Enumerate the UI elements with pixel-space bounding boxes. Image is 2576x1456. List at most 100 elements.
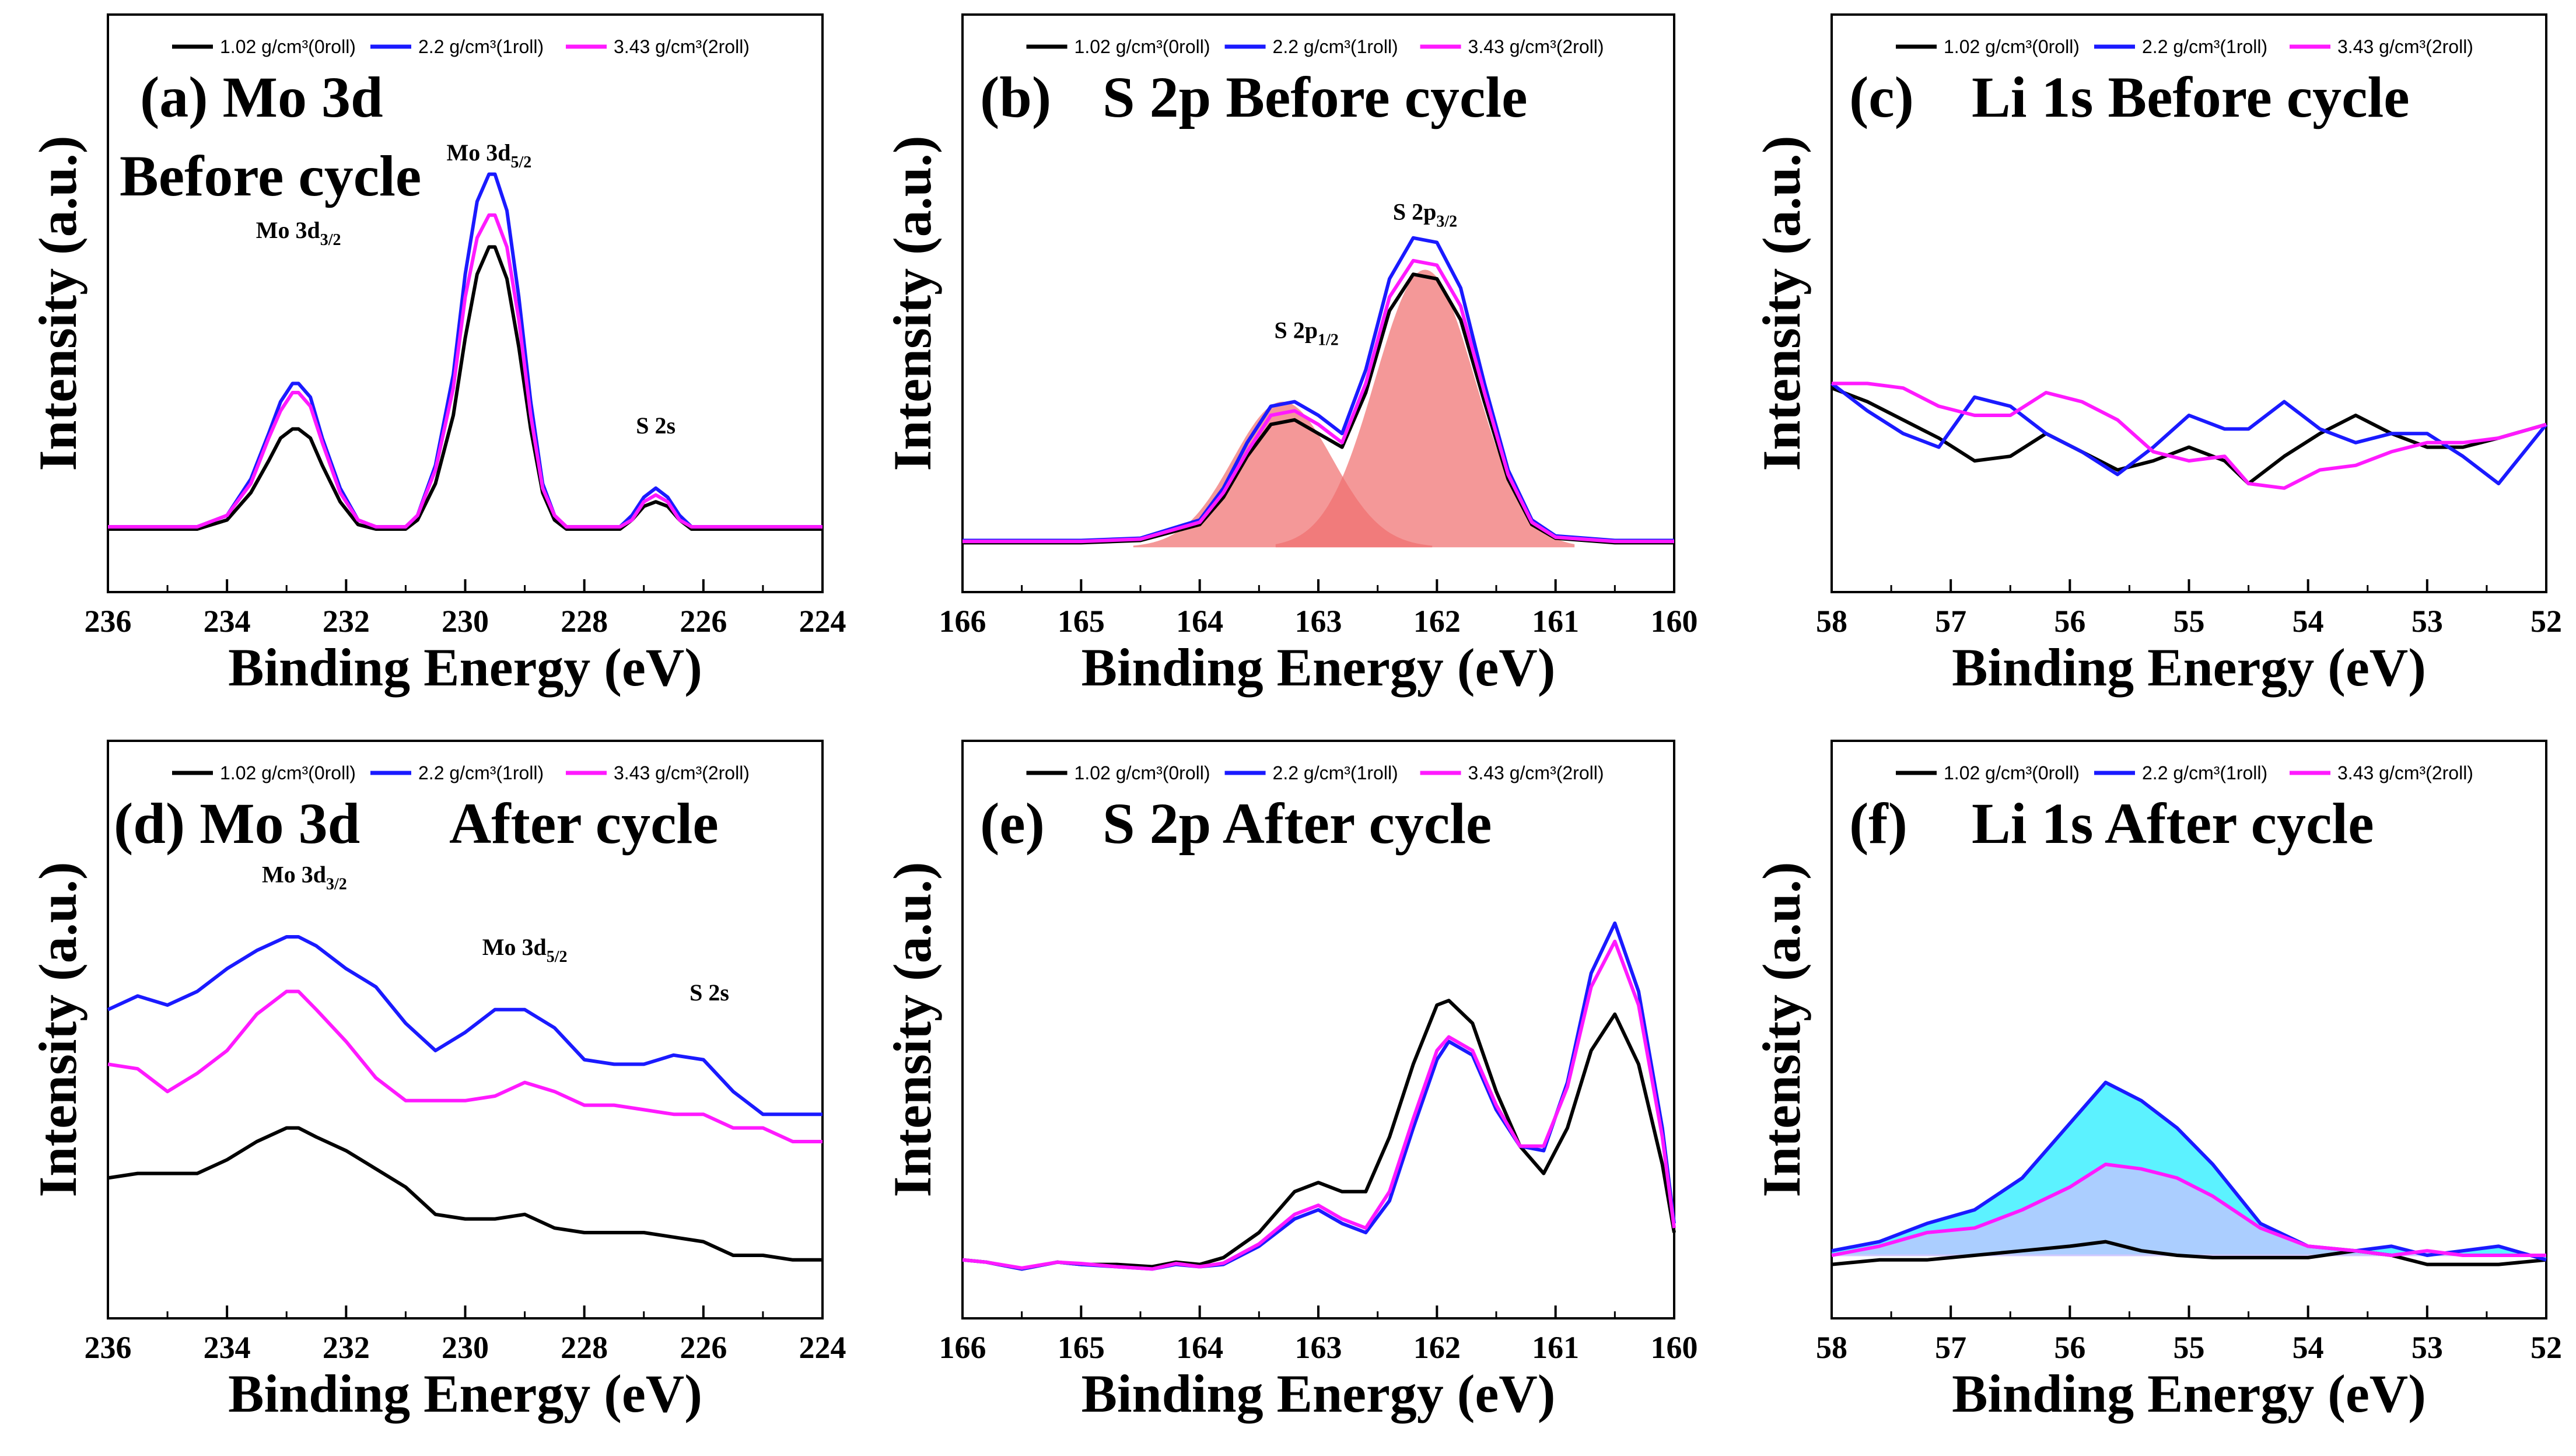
legend-entry: 2.2 g/cm³(1roll) — [418, 762, 544, 783]
series-line-2 — [963, 258, 1674, 544]
y-axis-label: Intensity (a.u.) — [28, 135, 88, 471]
x-tick-label: 56 — [2054, 1330, 2085, 1365]
panel-title: Li 1s Before cycle — [1972, 65, 2410, 130]
series-line-1 — [962, 921, 1676, 1271]
peak-annotation: Mo 3d3/2 — [262, 861, 347, 893]
panel-f: 58 57 56 55 54 53 52 Binding Energy (eV) Intensi… — [1752, 740, 2562, 1423]
peak-annotation: Mo 3d5/2 — [446, 139, 531, 172]
peak-annotation: Mo 3d3/2 — [256, 217, 341, 249]
legend-entry: 1.02 g/cm³(0roll) — [1944, 762, 2080, 783]
legend-entry: 3.43 g/cm³(2roll) — [2337, 36, 2473, 57]
series-line-2 — [107, 989, 822, 1143]
x-tick-label: 165 — [1058, 604, 1105, 639]
peak-annotation: S 2s — [636, 412, 676, 439]
x-tick-label: 55 — [2174, 604, 2205, 639]
x-tick-label: 56 — [2054, 604, 2085, 639]
y-axis-label: Intensity (a.u.) — [1752, 135, 1811, 471]
legend-entry: 1.02 g/cm³(0roll) — [1074, 36, 1210, 57]
panel-e: 166 165 164 163 162 161 160 Binding Energy (eV)… — [883, 740, 1698, 1423]
legend-entry: 2.2 g/cm³(1roll) — [1273, 762, 1398, 783]
y-axis-label: Intensity (a.u.) — [1752, 862, 1811, 1197]
series-line-1 — [107, 935, 822, 1116]
legend-entry: 3.43 g/cm³(2roll) — [2337, 762, 2473, 783]
series-line-0 — [107, 1126, 822, 1262]
x-tick-label: 164 — [1176, 604, 1223, 639]
panel-label: (e) — [980, 791, 1045, 856]
x-tick-label: 163 — [1295, 604, 1342, 639]
series-line-1 — [108, 172, 822, 529]
series-line-1 — [1831, 1080, 2547, 1262]
x-tick-label: 57 — [1935, 1330, 1966, 1365]
legend-entry: 3.43 g/cm³(2roll) — [614, 36, 750, 57]
x-axis-label: Binding Energy (eV) — [1952, 1364, 2426, 1423]
x-tick-label: 236 — [85, 1330, 132, 1365]
y-axis-label: Intensity (a.u.) — [28, 862, 88, 1197]
series-line-0 — [1831, 1240, 2547, 1266]
series-line-0 — [108, 245, 822, 531]
panel-title: Li 1s After cycle — [1972, 791, 2374, 856]
x-tick-label: 232 — [323, 1330, 370, 1365]
legend-entry: 1.02 g/cm³(0roll) — [1074, 762, 1210, 783]
panel-label: (f) — [1849, 791, 1908, 856]
x-tick-label: 234 — [204, 1330, 251, 1365]
peak-annotation: S 2s — [690, 979, 729, 1006]
panel-label: (a) Mo 3d — [140, 65, 383, 130]
legend-entry: 1.02 g/cm³(0roll) — [220, 36, 356, 57]
peak-annotation: S 2p1/2 — [1275, 317, 1339, 349]
y-axis-label: Intensity (a.u.) — [883, 862, 942, 1197]
x-tick-label: 163 — [1295, 1330, 1342, 1365]
series-line-2 — [1832, 382, 2547, 490]
x-tick-label: 58 — [1816, 604, 1847, 639]
panel-c: 58 57 56 55 54 53 52 Binding Energy (eV) Intensi… — [1752, 13, 2562, 697]
x-tick-label: 160 — [1651, 1330, 1698, 1365]
x-tick-label: 232 — [323, 604, 370, 639]
series-line-2 — [962, 939, 1676, 1271]
x-tick-label: 160 — [1651, 604, 1698, 639]
panel-label: (c) — [1849, 65, 1914, 130]
x-tick-label: 236 — [85, 604, 132, 639]
x-tick-label: 226 — [680, 604, 727, 639]
x-tick-label: 230 — [442, 1330, 489, 1365]
series-line-0 — [1831, 386, 2547, 485]
fit-component-1 — [1275, 270, 1575, 548]
series-line-1 — [1831, 382, 2548, 485]
x-tick-label: 226 — [680, 1330, 727, 1365]
x-tick-label: 54 — [2292, 604, 2324, 639]
x-tick-label: 54 — [2292, 1330, 2324, 1365]
panel-a: 236 234 232 230 228 226 224 Binding Energy (eV)… — [28, 13, 846, 697]
x-tick-label: 53 — [2412, 604, 2443, 639]
x-tick-label: 165 — [1058, 1330, 1105, 1365]
x-tick-label: 224 — [799, 1330, 846, 1365]
x-tick-label: 162 — [1413, 1330, 1461, 1365]
x-tick-label: 52 — [2530, 1330, 2562, 1365]
x-tick-label: 228 — [561, 604, 608, 639]
x-tick-label: 166 — [939, 1330, 986, 1365]
panel-title: Before cycle — [120, 144, 421, 208]
x-tick-label: 57 — [1935, 604, 1966, 639]
panel-label: (b) — [980, 65, 1051, 130]
series-line-2 — [1831, 1163, 2546, 1257]
x-tick-label: 58 — [1816, 1330, 1847, 1365]
legend-entry: 1.02 g/cm³(0roll) — [220, 762, 356, 783]
x-axis-label: Binding Energy (eV) — [228, 638, 702, 697]
legend-entry: 1.02 g/cm³(0roll) — [1944, 36, 2080, 57]
legend-entry: 3.43 g/cm³(2roll) — [614, 762, 750, 783]
x-tick-label: 224 — [799, 604, 846, 639]
x-tick-label: 55 — [2174, 1330, 2205, 1365]
legend-entry: 2.2 g/cm³(1roll) — [2142, 36, 2267, 57]
x-tick-label: 52 — [2530, 604, 2562, 639]
panel-b: 166 165 164 163 162 161 160 Binding Energy (eV)… — [883, 13, 1698, 697]
x-tick-label: 166 — [939, 604, 986, 639]
x-axis-label: Binding Energy (eV) — [1952, 638, 2426, 697]
legend-entry: 2.2 g/cm³(1roll) — [418, 36, 544, 57]
peak-annotation: S 2p3/2 — [1393, 199, 1457, 231]
x-axis-label: Binding Energy (eV) — [1082, 1364, 1556, 1423]
legend-entry: 3.43 g/cm³(2roll) — [1468, 36, 1604, 57]
legend-entry: 3.43 g/cm³(2roll) — [1468, 762, 1604, 783]
x-axis-label: Binding Energy (eV) — [228, 1364, 702, 1423]
y-axis-label: Intensity (a.u.) — [883, 135, 942, 471]
panel-label: (d) Mo 3d — [114, 791, 360, 856]
x-tick-label: 228 — [561, 1330, 608, 1365]
peak-annotation: Mo 3d5/2 — [482, 934, 568, 966]
